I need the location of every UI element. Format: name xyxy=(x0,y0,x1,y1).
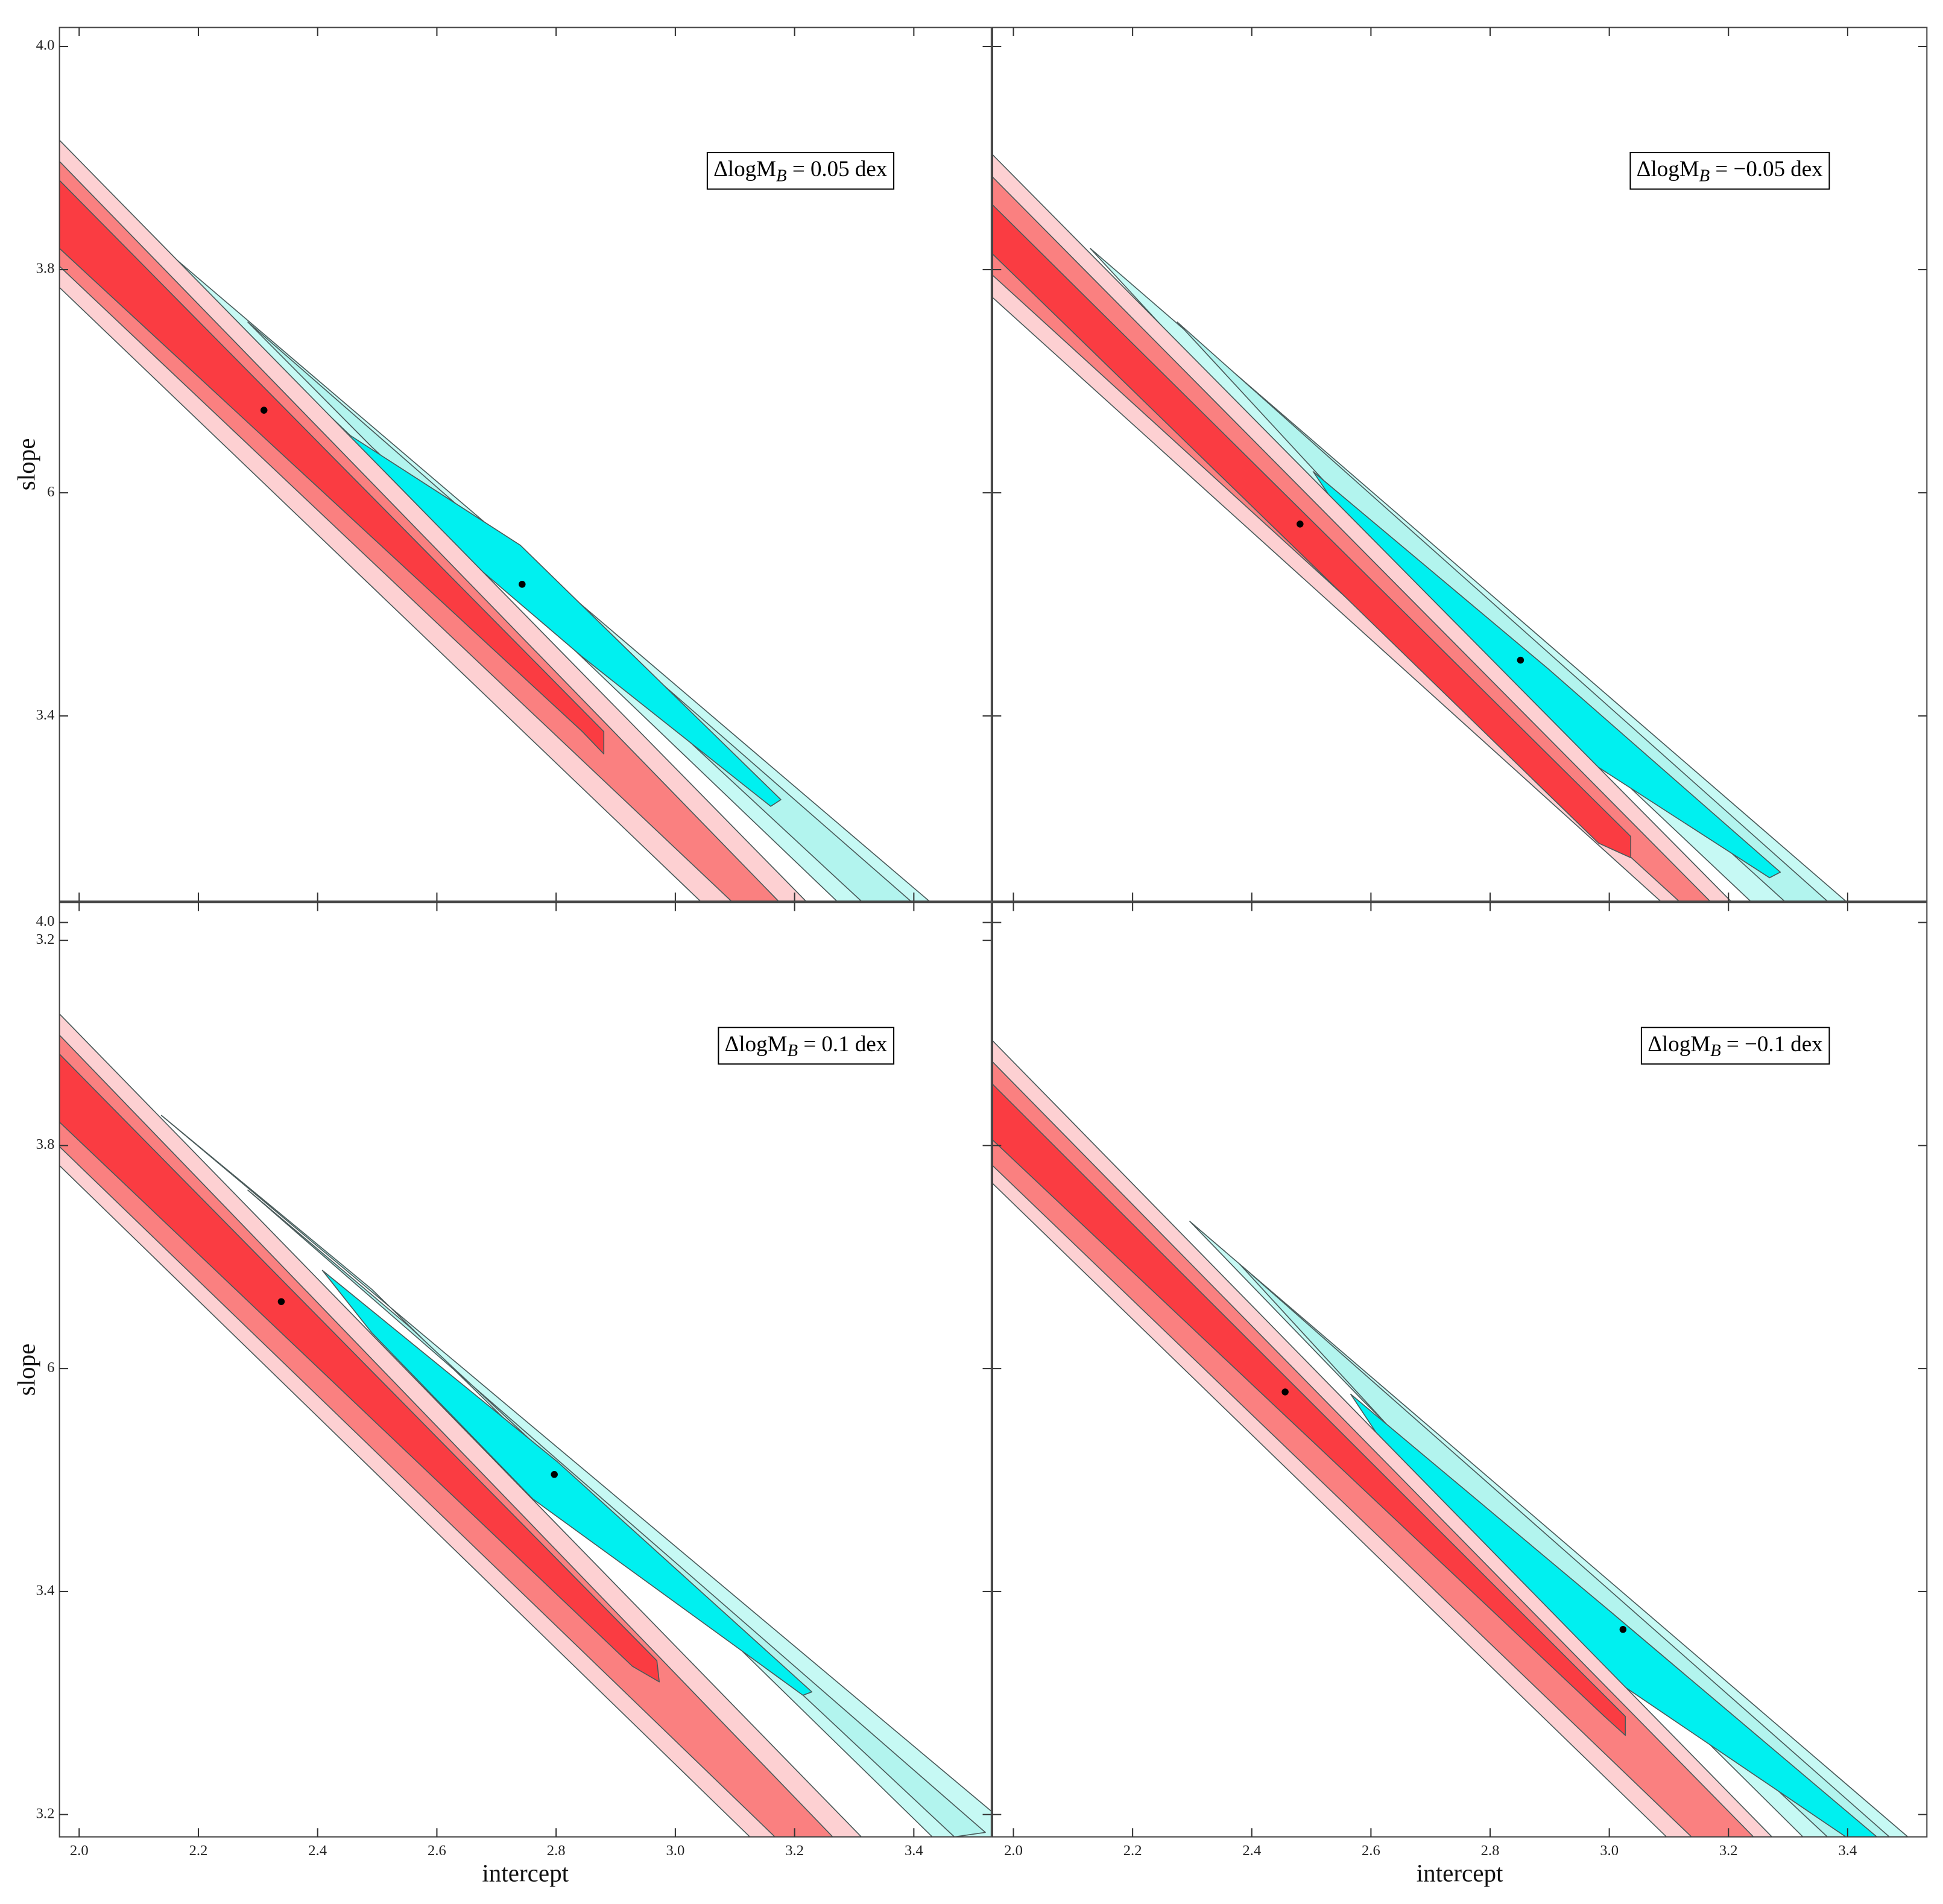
x-tick-label: 2.0 xyxy=(70,1842,89,1859)
y-axis-title: slope xyxy=(13,438,40,491)
annotation-box xyxy=(1640,1026,1830,1065)
x-tick-label: 2.8 xyxy=(1481,1842,1500,1859)
contour-region xyxy=(992,1083,1626,1736)
x-tick-label: 3.0 xyxy=(666,1842,684,1859)
best-fit-point xyxy=(260,406,268,414)
contour-region xyxy=(59,1053,660,1683)
y-tick-label: 3.4 xyxy=(36,1583,55,1599)
y-tick-label: 3.8 xyxy=(36,1136,55,1153)
y-tick-label: 3.2 xyxy=(36,1805,55,1821)
contour-region xyxy=(321,1270,813,1696)
y-tick-label: 6 xyxy=(47,484,54,500)
x-tick-label: 3.0 xyxy=(1600,1842,1619,1859)
annotation-box xyxy=(706,151,895,190)
annotation-box xyxy=(718,1026,895,1065)
y-tick-label: 3.4 xyxy=(36,707,55,723)
panel: 2.0 2.2 2.4 2.6 2.8 3.0 3.2 3.4 intercept ΔlogMB … xyxy=(991,902,1928,1887)
plot-area xyxy=(992,1040,1909,1837)
y-tick-label: 3.8 xyxy=(36,261,55,277)
annotation-text: ΔlogM xyxy=(1648,1031,1710,1056)
contour-region xyxy=(59,1013,862,1837)
annotation-subscript: B xyxy=(1699,166,1710,185)
plot-area xyxy=(59,1013,991,1837)
panel: ΔlogMB = −0.05 dex xyxy=(991,27,1928,902)
annotation-text: = −0.1 dex xyxy=(1721,1031,1824,1056)
x-tick-label: 2.2 xyxy=(189,1842,208,1859)
x-tick-label: 2.0 xyxy=(1004,1842,1023,1859)
panel-frame xyxy=(58,902,992,1838)
annotation-box xyxy=(1629,151,1830,190)
x-tick-label: 3.4 xyxy=(905,1842,923,1859)
contour-region xyxy=(1239,1263,1890,1837)
contour-region xyxy=(992,154,1732,902)
best-fit-point xyxy=(1281,1388,1289,1396)
contour-region xyxy=(992,1061,1754,1837)
annotation-subscript: B xyxy=(776,166,787,185)
annotation: ΔlogMB = 0.1 dex xyxy=(725,1031,888,1060)
x-axis-title: intercept xyxy=(482,1859,569,1887)
y-axis-title: slope xyxy=(13,1344,40,1396)
annotation-text: ΔlogM xyxy=(1637,156,1699,181)
y-tick-label: 3.2 xyxy=(36,931,55,947)
contour-region xyxy=(59,180,605,754)
x-tick-label: 3.2 xyxy=(785,1842,804,1859)
y-tick-label: 4.0 xyxy=(36,913,55,929)
best-fit-point xyxy=(551,1471,558,1478)
x-tick-label: 3.2 xyxy=(1719,1842,1738,1859)
panel-frame xyxy=(991,27,1928,902)
panel-frame xyxy=(991,902,1928,1838)
x-tick-label: 3.4 xyxy=(1838,1842,1857,1859)
annotation-text: = 0.05 dex xyxy=(787,156,888,181)
annotation-text: ΔlogM xyxy=(713,156,776,181)
contour-region xyxy=(59,1034,833,1837)
x-tick-label: 2.6 xyxy=(1362,1842,1380,1859)
annotation-subscript: B xyxy=(788,1041,798,1060)
contour-region xyxy=(1177,321,1828,902)
x-tick-label: 2.8 xyxy=(547,1842,566,1859)
x-tick-label: 2.2 xyxy=(1123,1842,1142,1859)
best-fit-point xyxy=(1517,656,1524,664)
best-fit-point xyxy=(277,1298,285,1305)
best-fit-point xyxy=(1619,1626,1627,1633)
plot-area xyxy=(992,154,1847,902)
plot-area xyxy=(59,139,930,902)
panel: 4.0 3.8 6 3.4 slope ΔlogMB = 0.05 dex xyxy=(13,27,992,902)
annotation: ΔlogMB = −0.1 dex xyxy=(1648,1031,1823,1060)
best-fit-point xyxy=(519,581,526,588)
contour-region xyxy=(59,160,779,902)
annotation: ΔlogMB = −0.05 dex xyxy=(1637,156,1823,185)
contour-region xyxy=(247,1189,986,1837)
x-tick-label: 2.4 xyxy=(1242,1842,1261,1859)
annotation-text: = 0.1 dex xyxy=(798,1031,888,1056)
x-axis-title: intercept xyxy=(1417,1859,1503,1887)
contour-region xyxy=(1189,1221,1909,1837)
annotation-subscript: B xyxy=(1710,1041,1721,1060)
best-fit-point xyxy=(1297,520,1304,528)
y-tick-label: 6 xyxy=(47,1359,54,1376)
contour-region xyxy=(59,139,807,902)
x-tick-label: 2.4 xyxy=(308,1842,327,1859)
annotation-text: ΔlogM xyxy=(725,1031,788,1056)
x-tick-label: 2.6 xyxy=(428,1842,446,1859)
panel: 2.0 2.2 2.4 2.6 2.8 3.0 3.2 3.4 4.0 3.2 3.8 6 3.4 3.2… xyxy=(13,902,992,1887)
annotation-text: = −0.05 dex xyxy=(1710,156,1823,181)
contour-region xyxy=(992,1040,1773,1837)
annotation: ΔlogMB = 0.05 dex xyxy=(713,156,888,185)
contour-region xyxy=(992,204,1632,858)
contour-region xyxy=(992,176,1711,902)
panel-frame xyxy=(58,27,992,902)
y-tick-label: 4.0 xyxy=(36,37,55,54)
